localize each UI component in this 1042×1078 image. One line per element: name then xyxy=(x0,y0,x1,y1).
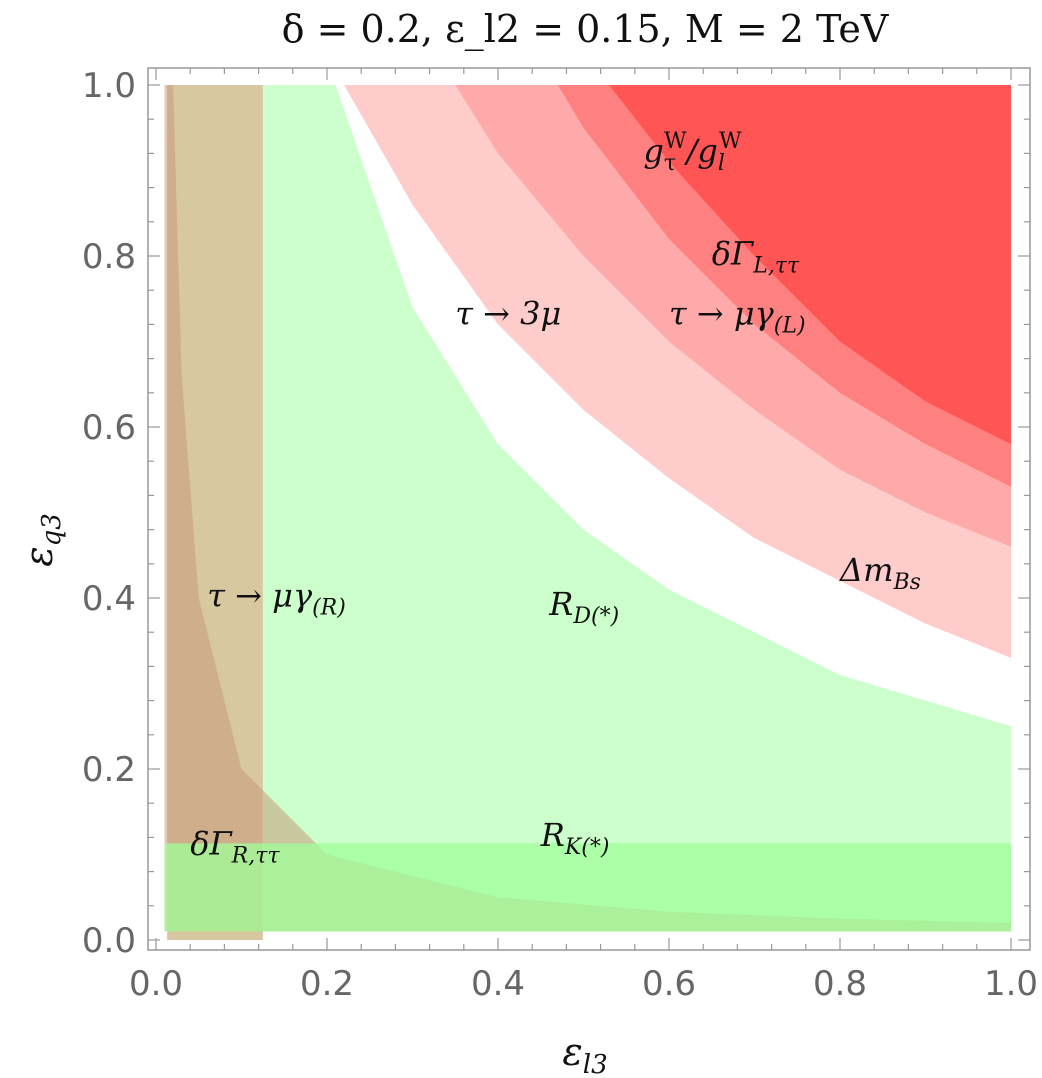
x-tick-label: 0.2 xyxy=(300,964,354,1004)
label-dgamma-l: δΓL,ττ xyxy=(712,235,800,279)
label-rd: RD(*) xyxy=(548,585,619,629)
label-rk: RK(*) xyxy=(540,816,610,860)
y-tick-label: 0.2 xyxy=(82,750,136,790)
plot-frame xyxy=(147,67,1031,951)
label-tau-mugamma-l: τ → μγ(L) xyxy=(669,294,806,338)
x-axis-label: εl3 xyxy=(562,1030,607,1078)
y-tick-label: 1.0 xyxy=(82,66,136,106)
x-tick-label: 0.0 xyxy=(129,964,183,1004)
chart-title: δ = 0.2, ε_l2 = 0.15, M = 2 TeV xyxy=(282,7,889,52)
label-tau-3mu: τ → 3μ xyxy=(455,294,561,332)
y-tick-label: 0.8 xyxy=(82,237,136,277)
label-tau-mugamma-r: τ → μγ(R) xyxy=(207,577,346,621)
region-rk-band xyxy=(164,843,1012,932)
label-dgamma-r: δΓR,ττ xyxy=(190,825,280,869)
y-axis-label: εq3 xyxy=(17,513,67,567)
y-tick-label: 0.0 xyxy=(82,921,136,961)
label-dmbs: ΔmBs xyxy=(838,551,921,595)
label-g-tau-w: gτW/glW xyxy=(643,129,742,176)
region-rd-band xyxy=(262,85,1011,932)
x-tick-label: 0.6 xyxy=(642,964,696,1004)
region-dgamma-l xyxy=(609,85,1011,445)
x-tick-label: 0.4 xyxy=(471,964,525,1004)
y-tick-label: 0.6 xyxy=(82,408,136,448)
x-tick-label: 0.8 xyxy=(813,964,867,1004)
y-tick-label: 0.4 xyxy=(82,579,136,619)
x-tick-label: 1.0 xyxy=(984,964,1038,1004)
